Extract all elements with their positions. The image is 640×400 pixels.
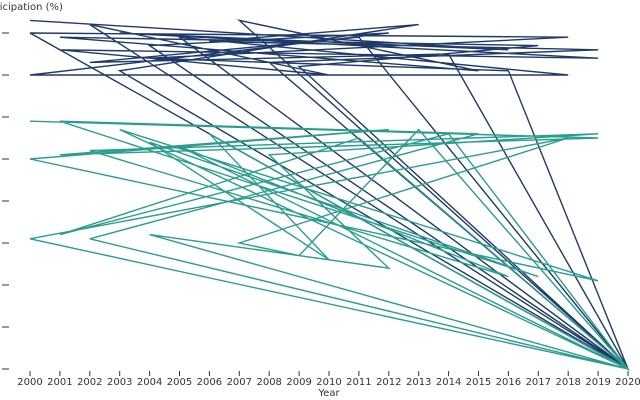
x-tick-label: 2019 xyxy=(585,377,610,388)
x-tick-label: 2004 xyxy=(137,377,162,388)
x-tick-label: 2018 xyxy=(555,377,580,388)
x-tick-label: 2013 xyxy=(406,377,431,388)
x-tick-label: 2000 xyxy=(17,377,42,388)
x-tick-label: 2007 xyxy=(227,377,252,388)
x-tick-label: 2008 xyxy=(256,377,281,388)
x-tick-label: 2014 xyxy=(436,377,461,388)
x-tick-label: 2017 xyxy=(526,377,551,388)
x-tick-label: 2012 xyxy=(376,377,401,388)
x-tick-label: 2016 xyxy=(496,377,521,388)
series-line xyxy=(29,19,630,371)
x-tick-label: 2002 xyxy=(77,377,102,388)
x-tick-label: 2020 xyxy=(615,377,640,388)
x-tick-label: 2015 xyxy=(466,377,491,388)
x-tick-label: 2009 xyxy=(286,377,311,388)
x-tick-label: 2005 xyxy=(167,377,192,388)
x-tick-label: 2010 xyxy=(316,377,341,388)
x-tick-label: 2011 xyxy=(346,377,371,388)
series-line xyxy=(29,120,629,370)
x-tick-label: 2001 xyxy=(47,377,72,388)
x-tick-label: 2006 xyxy=(197,377,222,388)
x-axis-label: Year xyxy=(317,388,340,399)
x-tick-label: 2003 xyxy=(107,377,132,388)
y-axis-label: Participation (%) xyxy=(0,2,63,13)
